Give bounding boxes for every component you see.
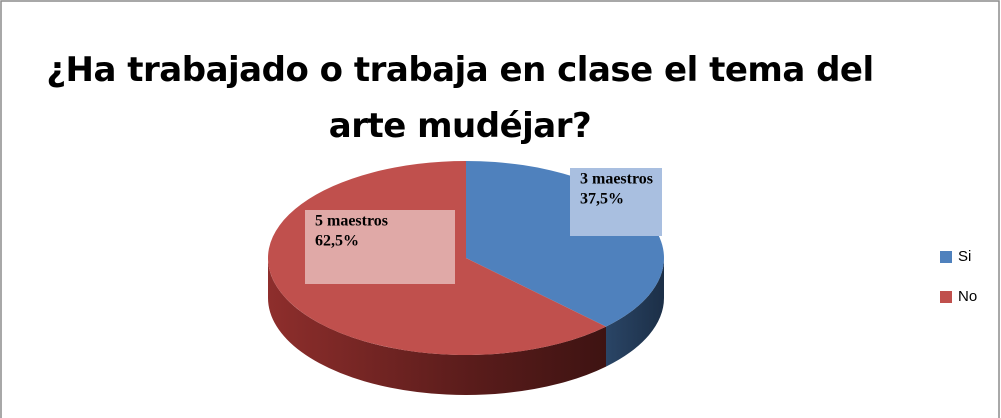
legend-swatch [940, 251, 952, 263]
legend-label: Si [958, 248, 971, 265]
legend-label: No [958, 288, 977, 305]
slice-side [268, 258, 607, 395]
slice-side [606, 258, 664, 367]
legend-swatch [940, 291, 952, 303]
data-label: 5 maestros [315, 213, 388, 230]
chart-title: ¿Ha trabajado o trabaja en clase el tema… [46, 50, 874, 146]
data-label-box [570, 168, 662, 236]
data-label: 3 maestros [580, 171, 653, 188]
data-label: 37,5% [580, 191, 624, 208]
data-label-box [305, 210, 455, 284]
data-label: 62,5% [315, 233, 359, 250]
